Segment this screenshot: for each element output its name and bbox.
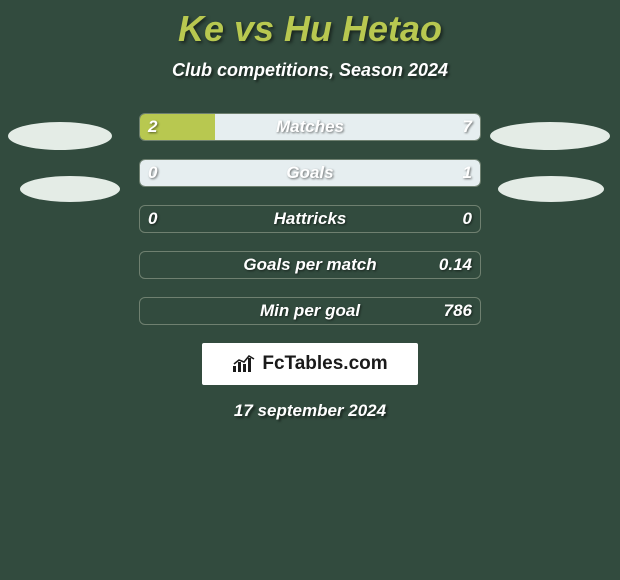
stat-value-right: 7 bbox=[463, 113, 472, 141]
stat-label: Goals bbox=[0, 159, 620, 187]
stat-row: Min per goal 786 bbox=[0, 297, 620, 325]
logo-box: FcTables.com bbox=[202, 343, 418, 385]
page-title: Ke vs Hu Hetao bbox=[0, 0, 620, 50]
stat-value-right: 0 bbox=[463, 205, 472, 233]
comparison-infographic: Ke vs Hu Hetao Club competitions, Season… bbox=[0, 0, 620, 580]
logo-text: FcTables.com bbox=[262, 353, 387, 375]
stat-label: Min per goal bbox=[0, 297, 620, 325]
stat-row: 2 Matches 7 bbox=[0, 113, 620, 141]
bars-icon bbox=[232, 354, 258, 374]
stat-row: 0 Hattricks 0 bbox=[0, 205, 620, 233]
stat-value-right: 0.14 bbox=[439, 251, 472, 279]
footer-date: 17 september 2024 bbox=[0, 401, 620, 421]
stat-label: Matches bbox=[0, 113, 620, 141]
stat-row: 0 Goals 1 bbox=[0, 159, 620, 187]
stat-label: Goals per match bbox=[0, 251, 620, 279]
logo: FcTables.com bbox=[232, 353, 387, 375]
stat-row: Goals per match 0.14 bbox=[0, 251, 620, 279]
stat-value-right: 786 bbox=[444, 297, 472, 325]
stat-value-right: 1 bbox=[463, 159, 472, 187]
stat-label: Hattricks bbox=[0, 205, 620, 233]
page-subtitle: Club competitions, Season 2024 bbox=[0, 60, 620, 81]
